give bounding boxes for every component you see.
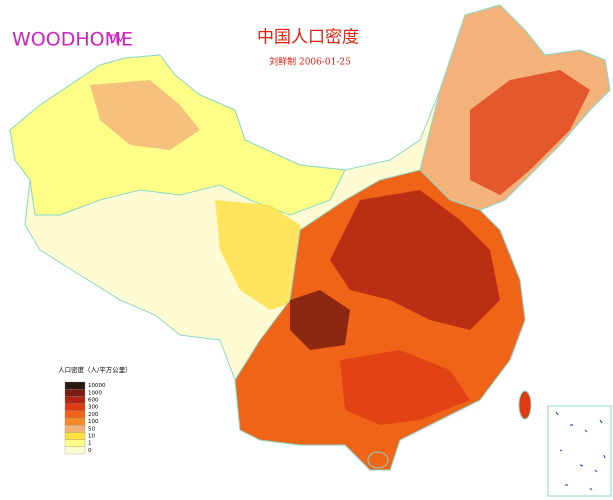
taiwan: [518, 390, 532, 420]
legend-label: 0: [88, 448, 92, 454]
legend-swatch: [64, 396, 86, 404]
legend-swatch: [64, 381, 86, 390]
legend-title: 人口密度（人/平方公里）: [58, 365, 132, 374]
logo-mark: TM: [107, 33, 126, 47]
logo-text: WOODHOME: [12, 29, 133, 51]
legend-swatch: [64, 410, 86, 419]
legend-swatch: [64, 417, 86, 426]
hainan: [367, 451, 389, 469]
china-map: [9, 4, 611, 471]
legend-label: 1: [88, 441, 92, 447]
legend-swatch: [64, 439, 86, 447]
map-region-northeast-dense: [470, 70, 590, 195]
south-china-sea-inset: [547, 405, 612, 497]
legend-label: 100: [88, 419, 99, 425]
map-region-south: [340, 350, 470, 425]
map-region-xinjiang-tan: [90, 80, 200, 150]
map-region-dense: [330, 190, 500, 330]
map-title: 中国人口密度: [257, 28, 359, 48]
legend-label: 300: [88, 405, 99, 411]
legend-label: 200: [88, 412, 99, 418]
legend-label: 10000: [88, 383, 106, 389]
legend-swatch: [64, 425, 86, 433]
legend-swatch: [64, 403, 86, 411]
legend-swatch: [64, 432, 86, 440]
legend-swatch: [64, 389, 86, 397]
inset-islands: [555, 411, 606, 491]
legend-label: 600: [88, 398, 99, 404]
inset-frame: [547, 405, 612, 497]
legend-label: 10: [88, 434, 95, 440]
logo: WOODHOME TM: [12, 29, 133, 51]
map-subtitle: 刘鲜制 2006-01-25: [269, 56, 351, 68]
legend-label: 1000: [88, 390, 102, 396]
map-region-sichuan: [290, 290, 350, 350]
legend-label: 50: [88, 426, 95, 432]
legend-swatch: [64, 446, 86, 455]
map-region-plateau: [215, 200, 310, 310]
